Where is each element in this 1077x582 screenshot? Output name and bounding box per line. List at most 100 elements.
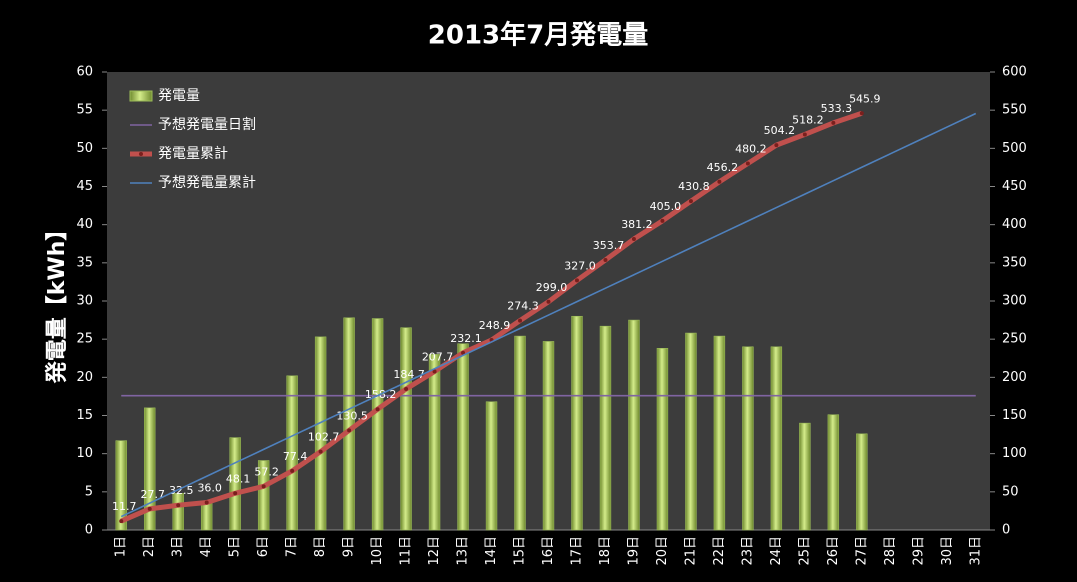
x-tick-label: 19日 (626, 536, 641, 566)
y2-tick-label: 250 (1002, 332, 1027, 347)
y2-tick-label: 100 (1002, 446, 1027, 461)
data-label: 11.7 (112, 500, 137, 513)
y2-tick-label: 50 (1002, 484, 1019, 499)
marker (546, 299, 551, 304)
x-tick-label: 28日 (883, 536, 898, 566)
x-tick-label: 6日 (256, 536, 271, 557)
x-tick-label: 2日 (142, 536, 157, 557)
bar (257, 460, 270, 531)
marker (574, 278, 579, 283)
data-label: 381.2 (621, 218, 653, 231)
bar (229, 437, 241, 531)
bar (514, 335, 526, 531)
bar (314, 336, 327, 531)
marker (745, 161, 750, 166)
line (120, 112, 977, 518)
legend-label: 予想発電量日割 (158, 116, 256, 133)
x-tick-label: 25日 (797, 536, 812, 566)
marker (204, 500, 209, 505)
legend-label: 予想発電量累計 (158, 175, 256, 191)
marker (774, 143, 779, 148)
bar (485, 401, 498, 531)
marker (404, 387, 409, 392)
data-label: 456.2 (707, 161, 739, 174)
data-label: 248.9 (479, 319, 511, 332)
y2-tick-label: 300 (1002, 294, 1027, 309)
marker (147, 506, 152, 511)
bar (571, 315, 583, 531)
bar (742, 346, 754, 531)
bar (599, 325, 612, 531)
data-label: 480.2 (735, 142, 767, 155)
x-tick-label: 9日 (342, 536, 357, 557)
y-tick-label: 30 (76, 294, 93, 309)
marker (119, 519, 124, 524)
y-tick-label: 10 (76, 446, 93, 461)
marker (631, 237, 636, 242)
x-tick-label: 12日 (427, 536, 442, 566)
data-label: 36.0 (197, 482, 222, 495)
x-tick-label: 17日 (569, 536, 584, 566)
y-tick-label: 15 (76, 408, 93, 423)
data-label: 405.0 (650, 200, 682, 213)
data-label: 430.8 (678, 180, 710, 193)
bar (827, 414, 840, 531)
x-tick-label: 7日 (285, 536, 300, 557)
data-label: 299.0 (536, 281, 568, 294)
data-label: 545.9 (849, 92, 881, 105)
data-label: 504.2 (764, 124, 796, 137)
bar (799, 422, 811, 531)
legend-label: 発電量累計 (158, 146, 228, 162)
marker (660, 218, 665, 223)
data-label: 232.1 (450, 332, 482, 345)
marker (518, 318, 523, 323)
y-tick-label: 35 (76, 255, 93, 270)
data-label: 207.7 (422, 350, 454, 363)
bar (542, 341, 555, 531)
bar (115, 440, 127, 531)
marker (375, 407, 380, 412)
y2-tick-label: 200 (1002, 370, 1027, 385)
x-tick-label: 15日 (513, 536, 528, 566)
bar (713, 335, 726, 531)
bar (343, 317, 355, 531)
marker (347, 428, 352, 433)
bar (144, 407, 156, 531)
y-axis-label: 発電量【kWh】 (45, 219, 70, 385)
bar (428, 354, 441, 531)
x-tick-label: 4日 (199, 536, 214, 557)
marker (233, 491, 238, 496)
data-label: 57.2 (254, 465, 279, 478)
marker (831, 120, 836, 125)
marker (717, 179, 722, 184)
x-tick-label: 16日 (541, 536, 556, 566)
data-label: 327.0 (564, 259, 596, 272)
x-tick-label: 5日 (228, 536, 243, 557)
legend-symbol (129, 90, 153, 102)
y2-tick-label: 400 (1002, 217, 1027, 232)
y2-tick-label: 150 (1002, 408, 1027, 423)
x-tick-label: 24日 (769, 536, 784, 566)
data-label: 27.7 (140, 488, 165, 501)
data-label: 77.4 (283, 450, 308, 463)
bar (656, 348, 669, 531)
x-tick-label: 29日 (911, 536, 926, 566)
data-label: 130.5 (336, 409, 368, 422)
legend-label: 発電量 (158, 88, 200, 104)
marker (688, 199, 693, 204)
y-tick-label: 45 (76, 179, 93, 194)
legend-marker (139, 152, 143, 156)
data-label: 518.2 (792, 113, 824, 126)
data-label: 533.3 (821, 102, 853, 115)
bar (856, 433, 868, 531)
bar (628, 319, 640, 531)
x-tick-label: 8日 (313, 536, 328, 557)
marker (318, 449, 323, 454)
marker (461, 350, 466, 355)
bar (770, 346, 783, 531)
x-tick-label: 14日 (484, 536, 499, 566)
data-label: 102.7 (308, 431, 340, 444)
y-tick-label: 0 (85, 523, 93, 538)
x-tick-label: 20日 (655, 536, 670, 566)
x-tick-label: 23日 (740, 536, 755, 566)
